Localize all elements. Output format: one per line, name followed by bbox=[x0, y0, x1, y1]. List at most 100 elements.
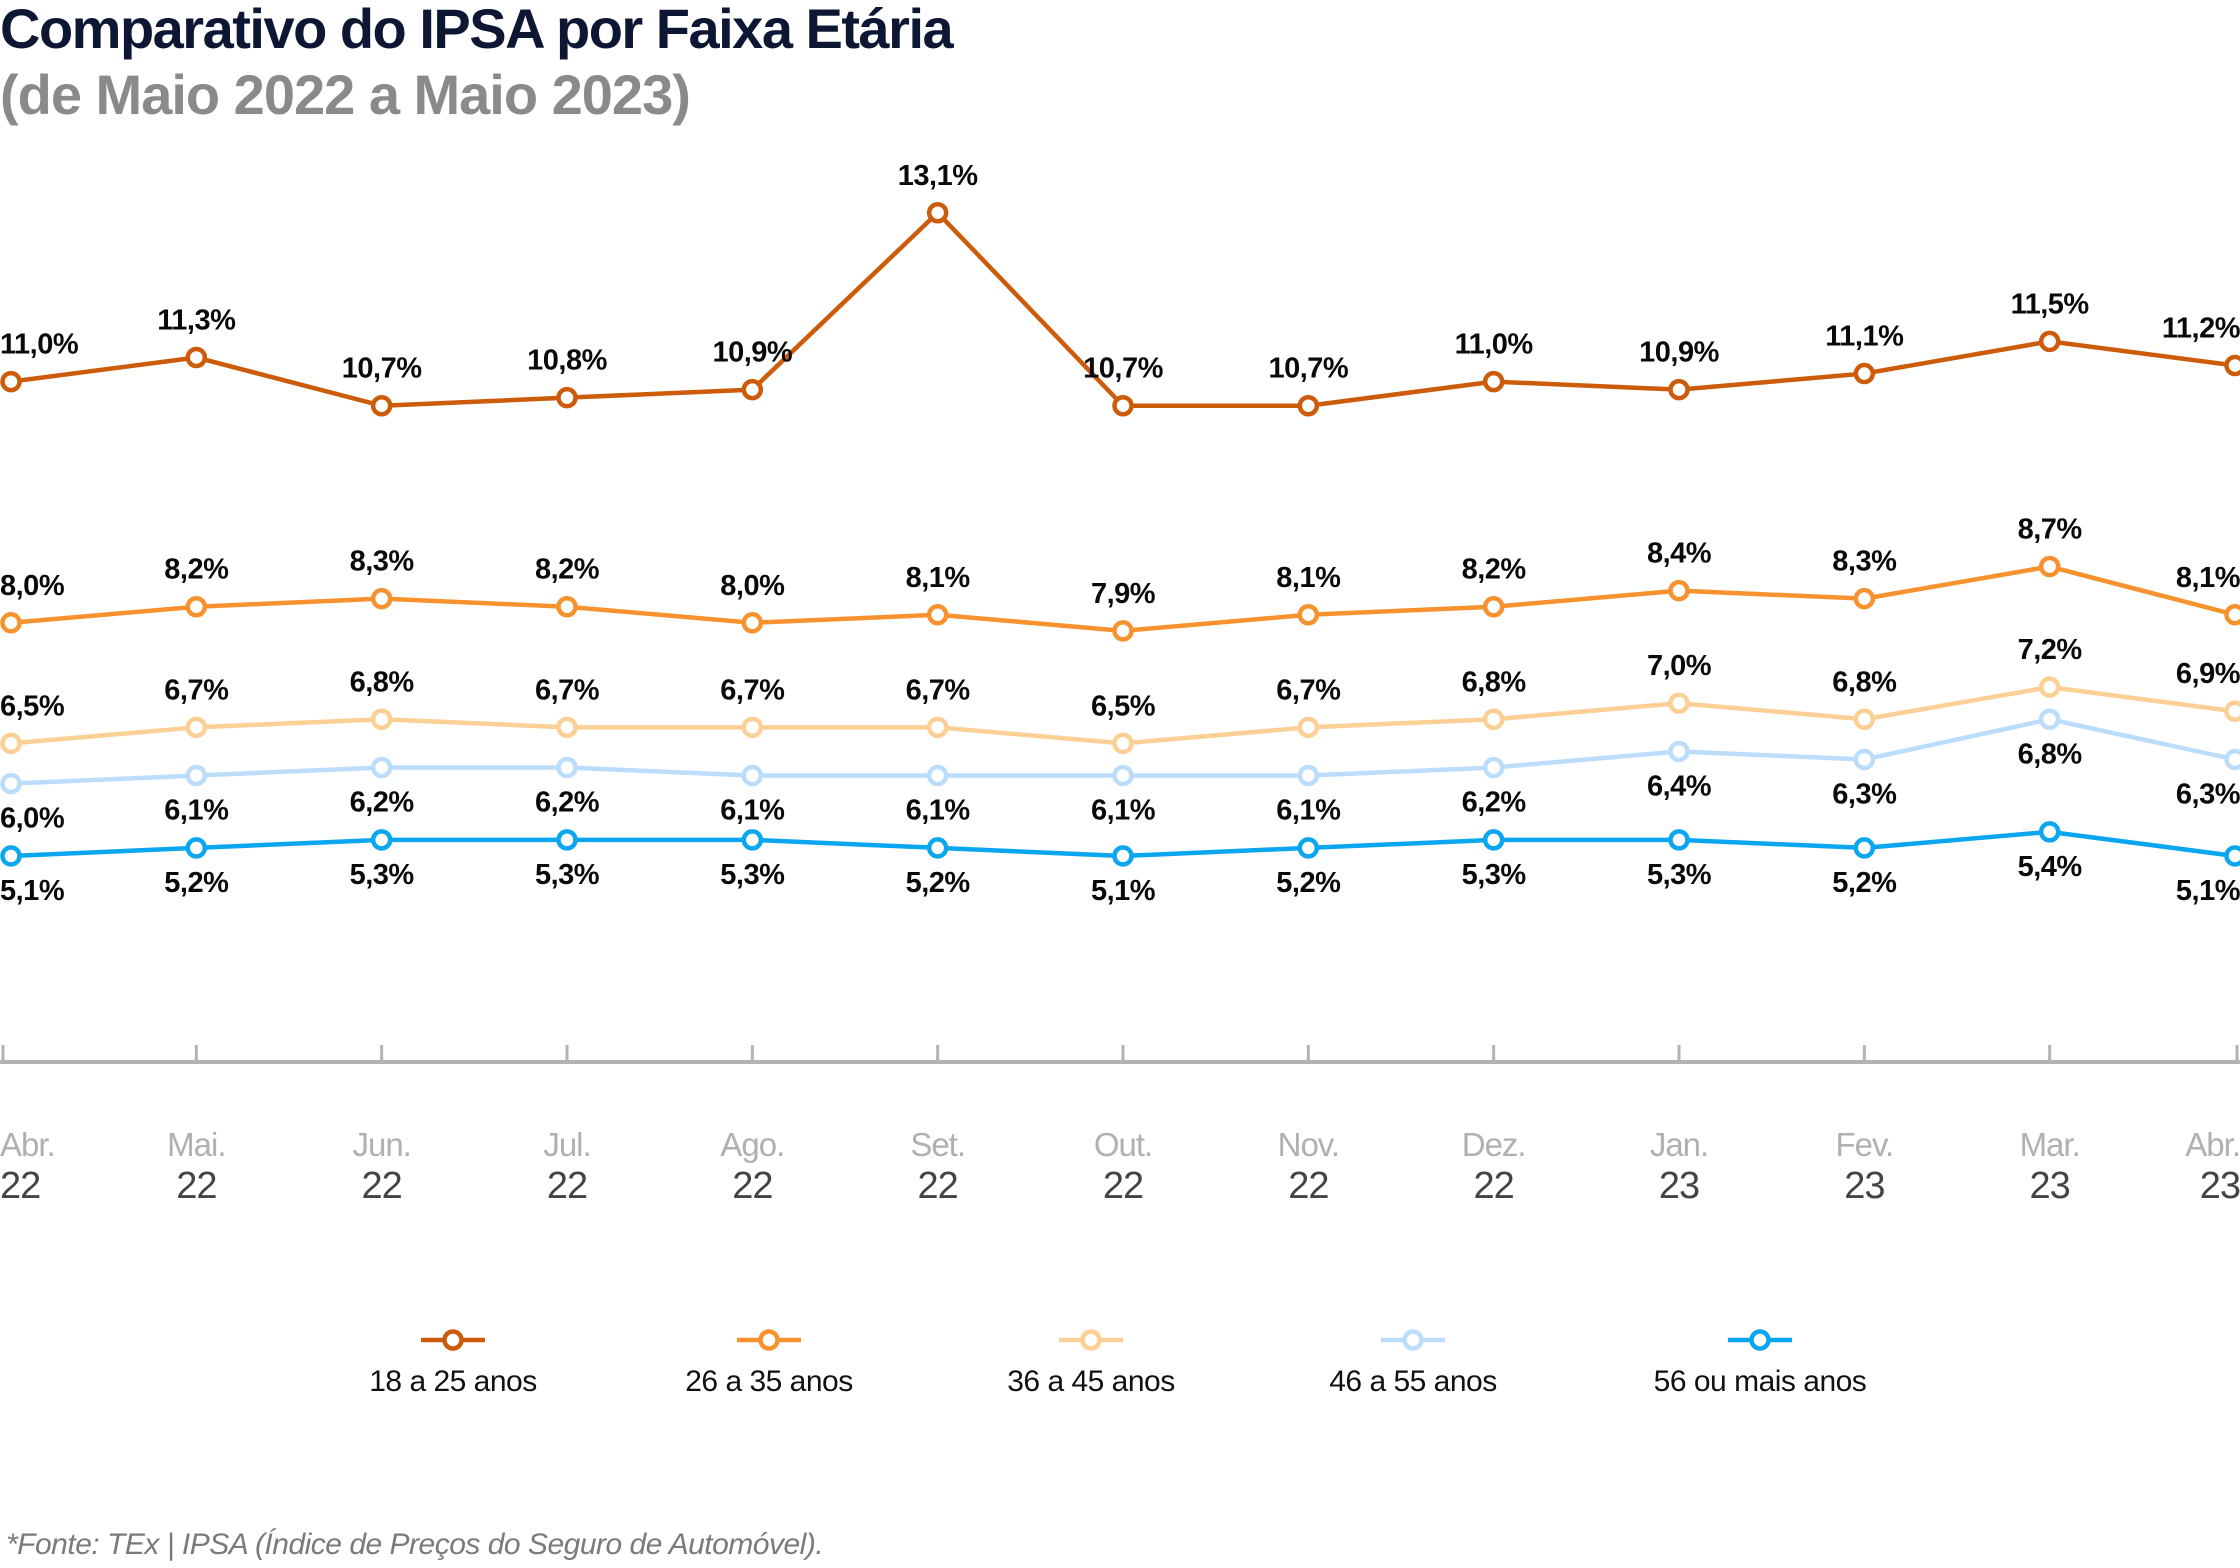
data-point bbox=[2224, 748, 2240, 771]
data-label: 5,3% bbox=[1462, 859, 1527, 891]
data-label: 10,8% bbox=[527, 345, 607, 377]
data-point bbox=[2038, 330, 2061, 353]
legend-label: 26 a 35 anos bbox=[685, 1365, 852, 1398]
data-point bbox=[926, 764, 949, 787]
data-point bbox=[926, 837, 949, 859]
data-point bbox=[2038, 676, 2061, 698]
x-tick-label-month: Abr. bbox=[0, 1126, 55, 1163]
data-point bbox=[370, 394, 393, 417]
data-point bbox=[2224, 845, 2240, 867]
data-label: 6,3% bbox=[2176, 778, 2240, 810]
data-label: 6,9% bbox=[2176, 658, 2240, 690]
data-point bbox=[1297, 716, 1320, 739]
data-point bbox=[1297, 764, 1320, 787]
data-label: 6,8% bbox=[1832, 666, 1897, 698]
chart-title: Comparativo do IPSA por Faixa Etária bbox=[0, 0, 954, 60]
series-1 bbox=[0, 202, 2240, 417]
data-label: 6,5% bbox=[0, 690, 65, 722]
x-tick-label-month: Set. bbox=[910, 1126, 965, 1163]
data-label: 6,2% bbox=[1462, 787, 1527, 819]
data-label: 8,1% bbox=[1276, 562, 1341, 594]
data-label: 6,8% bbox=[2018, 738, 2083, 770]
data-label: 5,4% bbox=[2018, 851, 2083, 883]
data-point bbox=[1668, 378, 1690, 401]
data-label: 6,8% bbox=[350, 666, 415, 698]
data-point bbox=[370, 829, 393, 851]
data-point bbox=[1853, 708, 1876, 731]
x-tick-label-year: 22 bbox=[0, 1165, 40, 1207]
data-label: 11,2% bbox=[2162, 313, 2240, 345]
data-point bbox=[1297, 837, 1320, 859]
data-point bbox=[370, 708, 393, 731]
data-label: 10,7% bbox=[1268, 353, 1348, 385]
data-label: 13,1% bbox=[898, 160, 978, 192]
data-point bbox=[741, 612, 764, 634]
legend-item: 18 a 25 anos bbox=[369, 1329, 537, 1398]
data-point bbox=[2038, 708, 2061, 731]
data-label: 5,1% bbox=[2176, 875, 2240, 907]
data-label: 8,0% bbox=[0, 570, 65, 602]
data-point bbox=[556, 386, 578, 409]
data-label: 6,8% bbox=[1462, 666, 1527, 698]
data-point bbox=[1482, 708, 1505, 731]
data-label: 8,1% bbox=[906, 562, 971, 594]
data-point bbox=[2038, 821, 2061, 843]
legend-marker-icon bbox=[1080, 1329, 1102, 1351]
data-point bbox=[1853, 587, 1876, 610]
data-point bbox=[0, 612, 22, 634]
data-point bbox=[1297, 394, 1320, 417]
data-point bbox=[556, 829, 578, 851]
x-tick-label-month: Abr. bbox=[2185, 1126, 2240, 1163]
x-tick-label-month: Dez. bbox=[1462, 1126, 1526, 1163]
x-tick-label-year: 22 bbox=[1288, 1165, 1328, 1207]
series-3 bbox=[0, 676, 2240, 755]
x-tick-label-year: 22 bbox=[1474, 1165, 1514, 1207]
data-point bbox=[185, 595, 208, 618]
x-tick-label-year: 23 bbox=[1844, 1165, 1884, 1207]
legend-item: 36 a 45 anos bbox=[1007, 1329, 1175, 1398]
x-tick-label-year: 22 bbox=[176, 1165, 216, 1207]
data-point bbox=[1112, 764, 1134, 787]
data-label: 11,3% bbox=[157, 304, 236, 336]
data-label: 8,3% bbox=[1832, 546, 1897, 578]
data-point bbox=[1853, 362, 1876, 385]
data-label: 5,2% bbox=[1276, 867, 1341, 899]
x-tick-label-month: Fev. bbox=[1835, 1126, 1893, 1163]
data-label: 8,4% bbox=[1647, 538, 1712, 570]
data-label: 5,2% bbox=[906, 867, 971, 899]
data-label: 5,3% bbox=[720, 859, 785, 891]
data-point bbox=[2038, 555, 2061, 578]
x-tick-label-month: Jun. bbox=[352, 1126, 410, 1163]
data-label: 7,2% bbox=[2018, 634, 2083, 666]
data-point bbox=[185, 764, 208, 787]
data-label: 6,1% bbox=[906, 795, 971, 827]
data-point bbox=[1482, 595, 1505, 618]
data-point bbox=[1853, 837, 1876, 859]
data-point bbox=[2224, 604, 2240, 626]
data-point bbox=[1112, 845, 1134, 867]
data-label: 6,1% bbox=[164, 795, 229, 827]
x-tick-label-month: Jul. bbox=[543, 1126, 590, 1163]
data-point bbox=[185, 837, 208, 859]
data-point bbox=[1482, 370, 1505, 393]
data-label: 5,1% bbox=[0, 875, 65, 907]
data-label: 7,0% bbox=[1647, 650, 1712, 682]
data-label: 6,4% bbox=[1647, 770, 1712, 802]
data-label: 10,9% bbox=[712, 337, 792, 369]
series-5 bbox=[0, 821, 2240, 867]
data-label: 6,2% bbox=[535, 787, 600, 819]
data-point bbox=[0, 772, 22, 795]
data-label: 10,9% bbox=[1639, 337, 1719, 369]
legend-marker-icon bbox=[1749, 1329, 1771, 1351]
data-labels: 11,0% 11,3% 10,7% 10,8% 10,9% 13,1% 10,7% 10,7%… bbox=[0, 160, 2240, 907]
x-axis: Abr.22Mai.22Jun.22Jul.22Ago.22Set.22Out.… bbox=[0, 1045, 2240, 1207]
data-point bbox=[556, 595, 578, 618]
x-tick-label-year: 22 bbox=[362, 1165, 402, 1207]
legend-label: 18 a 25 anos bbox=[369, 1365, 536, 1398]
data-label: 11,0% bbox=[0, 329, 79, 361]
data-label: 8,0% bbox=[720, 570, 785, 602]
x-tick-label-month: Ago. bbox=[720, 1126, 784, 1163]
series-4 bbox=[0, 708, 2240, 795]
data-label: 5,3% bbox=[535, 859, 600, 891]
data-point bbox=[1482, 756, 1505, 779]
